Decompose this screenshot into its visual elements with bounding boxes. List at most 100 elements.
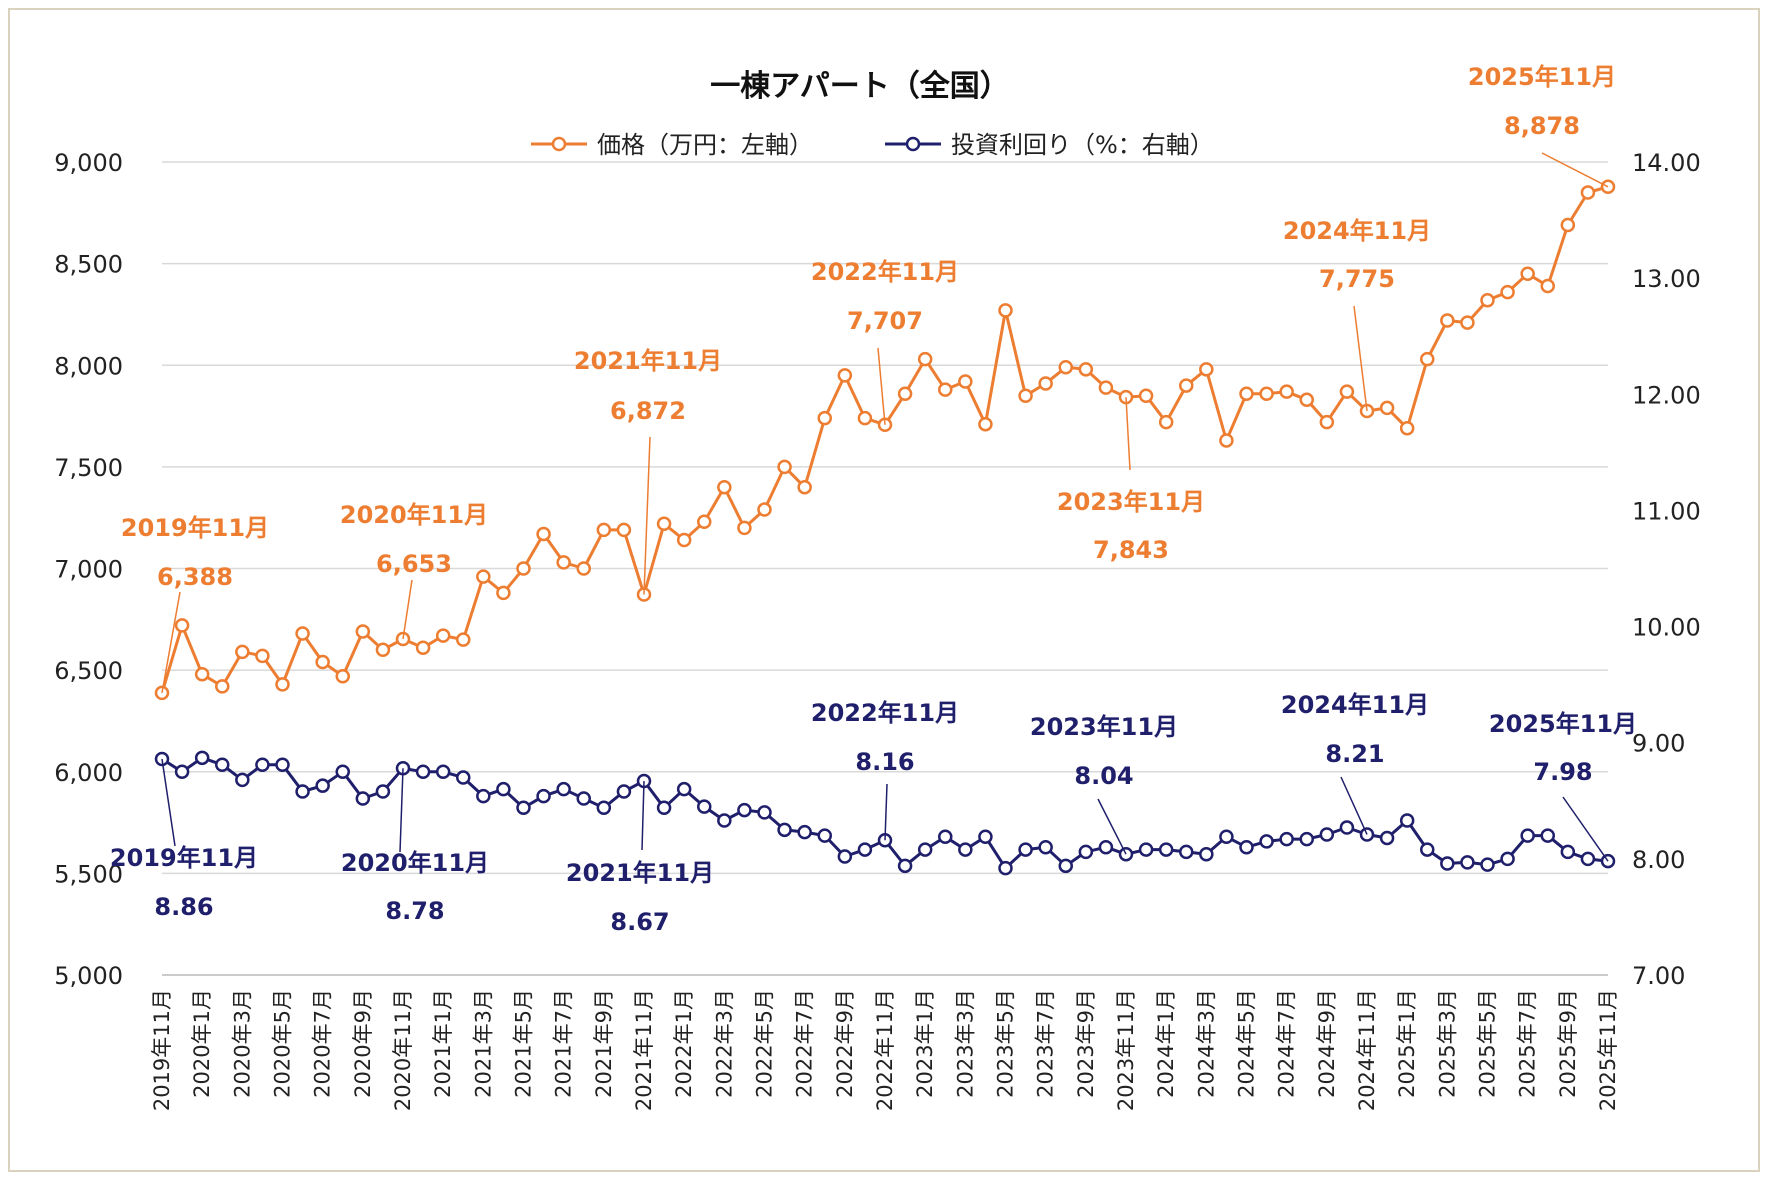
data-point: [857, 842, 873, 857]
data-point: [917, 351, 933, 367]
data-point: [1259, 834, 1274, 849]
x-tick-label: 2025年9月: [1556, 989, 1580, 1098]
callout-value: 7,843: [1093, 536, 1169, 564]
annotation-yield-12: 2020年11月 8.78: [341, 768, 489, 925]
data-point: [1420, 351, 1435, 367]
data-point: [1299, 831, 1314, 847]
data-point: [235, 772, 250, 788]
data-point: [777, 822, 792, 838]
legend-item-yield: 投資利回り（%：右軸）: [885, 131, 1214, 159]
data-point: [958, 842, 973, 857]
callout-value: 7,775: [1319, 265, 1395, 293]
data-point: [1259, 386, 1274, 401]
callout-date: 2024年11月: [1281, 691, 1429, 719]
callout-date: 2022年11月: [811, 699, 959, 727]
data-point: [676, 781, 692, 797]
annotation-price-72: 2025年11月 8,878: [1468, 63, 1616, 188]
data-point: [1399, 421, 1415, 436]
data-point: [1078, 362, 1094, 377]
annotation-price-24: 2021年11月 6,872: [574, 347, 722, 595]
annotation-yield-36: 2022年11月 8.16: [811, 699, 959, 841]
data-point: [837, 368, 853, 383]
data-point: [797, 824, 812, 840]
data-point: [1058, 360, 1073, 375]
y-right-tick-label: 10.00: [1632, 614, 1701, 642]
callout-value: 7,707: [847, 307, 923, 335]
legend-marker: [551, 136, 567, 152]
x-tick-label: 2025年7月: [1516, 989, 1540, 1098]
callout-value: 6,872: [610, 397, 686, 425]
callout-leader: [884, 783, 888, 841]
x-tick-label: 2022年3月: [712, 989, 736, 1098]
callout-leader: [1097, 798, 1127, 855]
data-point: [1379, 830, 1395, 846]
data-point: [375, 642, 391, 658]
data-point: [536, 526, 551, 542]
x-tick-label: 2021年5月: [512, 989, 536, 1098]
y-right-tick-label: 11.00: [1632, 497, 1701, 525]
data-point: [215, 679, 230, 694]
data-point: [496, 585, 511, 601]
data-point: [777, 459, 792, 475]
x-tick-label: 2021年11月: [632, 989, 656, 1111]
legend-label: 投資利回り（%：右軸）: [951, 131, 1214, 159]
data-point: [1500, 851, 1515, 867]
data-point: [476, 788, 491, 804]
data-point: [1339, 384, 1355, 399]
data-point: [1158, 414, 1174, 430]
x-tick-label: 2024年11月: [1355, 989, 1379, 1111]
data-point: [596, 522, 612, 538]
data-point: [1440, 856, 1455, 871]
callout-date: 2021年11月: [574, 347, 722, 375]
data-point: [978, 416, 993, 432]
data-point: [1219, 433, 1234, 448]
callout-value: 8.04: [1074, 762, 1133, 790]
callout-leader: [643, 436, 651, 595]
data-point: [516, 561, 531, 576]
data-point: [576, 561, 591, 576]
data-point: [435, 764, 451, 779]
data-point: [174, 618, 190, 633]
data-point: [1098, 380, 1114, 395]
data-point: [295, 784, 310, 799]
data-point: [938, 829, 953, 845]
data-point: [295, 626, 310, 641]
callout-value: 8.67: [610, 908, 669, 936]
data-point: [476, 569, 491, 584]
callout-date: 2021年11月: [566, 859, 714, 887]
data-point: [656, 516, 672, 532]
x-tick-label: 2020年7月: [311, 989, 335, 1098]
callout-leader: [877, 347, 886, 425]
data-point: [897, 386, 913, 401]
x-tick-label: 2022年5月: [753, 989, 777, 1098]
x-tick-label: 2019年11月: [150, 989, 174, 1111]
x-tick-label: 2021年1月: [431, 989, 455, 1098]
y-left-tick-label: 9,000: [54, 149, 123, 177]
data-point: [355, 791, 371, 806]
data-point: [1199, 362, 1214, 377]
data-point: [174, 764, 190, 779]
data-point: [1560, 844, 1576, 860]
y-right-tick-label: 7.00: [1632, 962, 1685, 990]
data-point: [837, 849, 853, 864]
callout-value: 8,878: [1504, 112, 1580, 140]
data-point: [255, 648, 270, 664]
callout-value: 8.86: [154, 893, 213, 921]
x-tick-label: 2021年7月: [552, 989, 576, 1098]
y-left-tick-label: 5,500: [54, 860, 123, 888]
data-point: [556, 555, 571, 570]
callout-date: 2020年11月: [341, 849, 489, 877]
data-point: [1460, 855, 1475, 870]
data-point: [757, 805, 772, 820]
callout-leader: [1125, 397, 1131, 471]
data-point: [697, 799, 712, 814]
y-left-tick-label: 5,000: [54, 962, 123, 990]
annotation-price-48: 2023年11月 7,843: [1057, 397, 1205, 564]
callout-leader: [1340, 776, 1368, 835]
data-point: [435, 628, 451, 643]
callout-leader: [1541, 152, 1609, 188]
y-left-tick-label: 8,000: [54, 352, 123, 380]
legend-item-price: 価格（万円：左軸）: [531, 131, 813, 159]
y-right-tick-label: 8.00: [1632, 846, 1685, 874]
